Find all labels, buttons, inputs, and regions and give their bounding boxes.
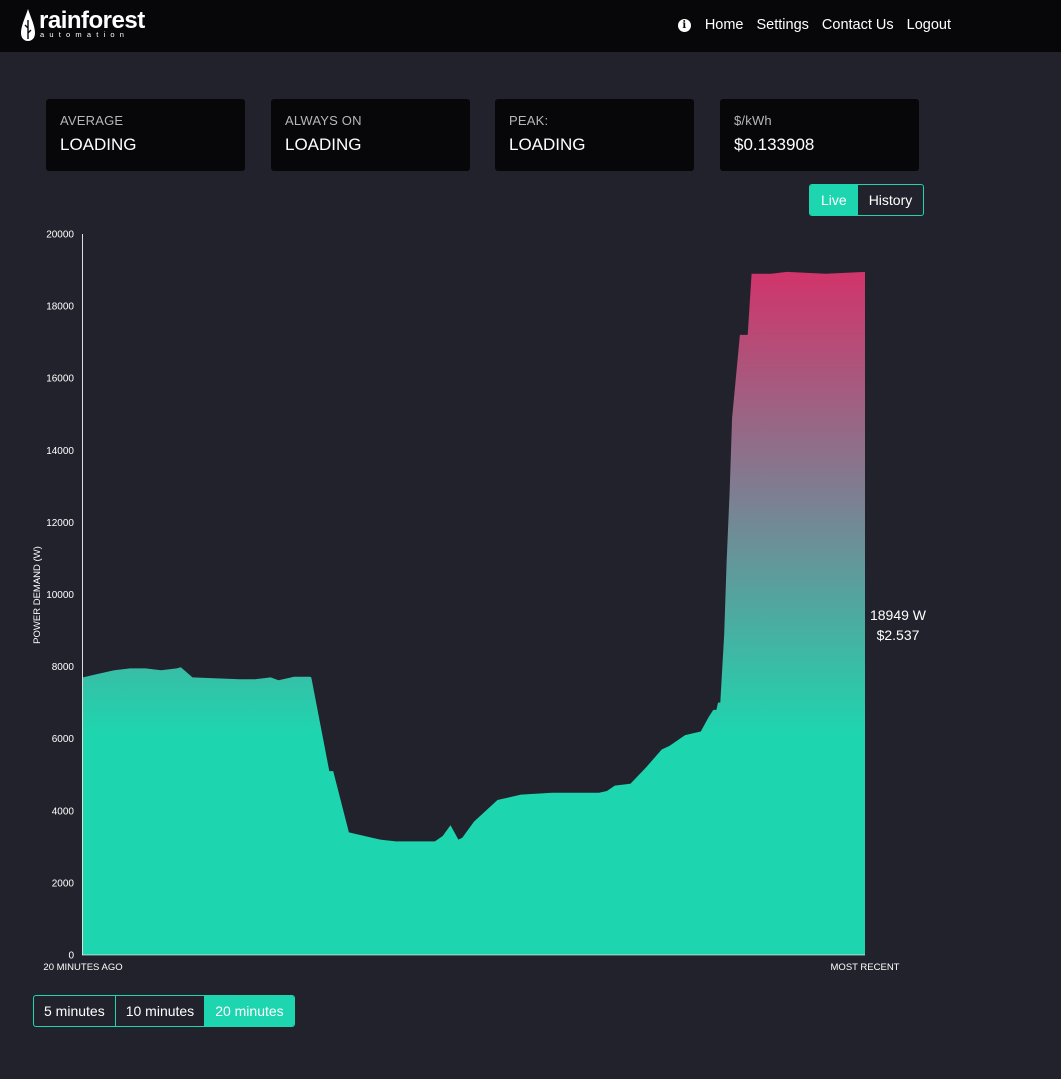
power-area-series xyxy=(83,271,865,955)
y-tick-label: 8000 xyxy=(52,662,75,673)
price-value: $0.133908 xyxy=(734,135,815,154)
view-toggle: Live History xyxy=(809,184,925,216)
range-10-minutes-button[interactable]: 10 minutes xyxy=(114,996,204,1026)
history-button[interactable]: History xyxy=(868,192,913,208)
nav-settings[interactable]: Settings xyxy=(756,17,809,33)
nav-contact-us[interactable]: Contact Us xyxy=(821,17,894,33)
nav-home[interactable]: Home xyxy=(704,17,744,33)
peak-value: LOADING xyxy=(509,135,586,154)
average-card: AVERAGE LOADING xyxy=(46,99,245,171)
y-tick-label: 20000 xyxy=(46,230,74,241)
top-nav-bar: rainforest automation i Home Settings Co… xyxy=(0,0,1061,52)
brand-name: rainforest xyxy=(39,7,145,34)
y-axis-label: POWER DEMAND (W) xyxy=(32,546,43,644)
y-tick-label: 0 xyxy=(68,951,74,962)
nav-logout[interactable]: Logout xyxy=(906,17,951,33)
always-on-value: LOADING xyxy=(285,135,362,154)
peak-card: PEAK: LOADING xyxy=(495,99,694,171)
y-tick-label: 18000 xyxy=(46,302,74,313)
live-button[interactable]: Live xyxy=(810,185,858,215)
current-readout: 18949 W $2.537 xyxy=(862,605,934,645)
price-card: $/kWh $0.133908 xyxy=(720,99,919,171)
range-20-minutes-button[interactable]: 20 minutes xyxy=(204,996,294,1026)
average-value: LOADING xyxy=(60,135,137,154)
y-tick-label: 2000 xyxy=(52,878,75,889)
y-tick-label: 12000 xyxy=(46,518,74,529)
info-icon[interactable]: i xyxy=(677,18,691,32)
x-end-label: MOST RECENT xyxy=(831,962,900,973)
y-tick-label: 6000 xyxy=(52,734,75,745)
price-label: $/kWh xyxy=(734,113,772,128)
current-power: 18949 W xyxy=(869,607,927,623)
peak-label: PEAK: xyxy=(509,113,549,128)
range-selector: 5 minutes 10 minutes 20 minutes xyxy=(33,995,295,1027)
droplet-icon xyxy=(21,9,35,41)
y-tick-label: 16000 xyxy=(46,374,74,385)
y-tick-label: 4000 xyxy=(52,806,75,817)
y-tick-label: 10000 xyxy=(46,590,74,601)
y-tick-label: 14000 xyxy=(46,446,74,457)
brand-tagline: automation xyxy=(40,30,130,39)
main-nav: i Home Settings Contact Us Logout xyxy=(677,16,951,34)
power-demand-chart: 0 2000 4000 6000 8000 10000 12000 14000 16000 180… xyxy=(32,230,900,974)
x-start-label: 20 MINUTES AGO xyxy=(43,962,122,973)
always-on-card: ALWAYS ON LOADING xyxy=(271,99,470,171)
range-5-minutes-button[interactable]: 5 minutes xyxy=(44,1003,105,1019)
always-on-label: ALWAYS ON xyxy=(285,113,362,128)
average-label: AVERAGE xyxy=(60,113,124,128)
current-cost: $2.537 xyxy=(876,627,920,643)
